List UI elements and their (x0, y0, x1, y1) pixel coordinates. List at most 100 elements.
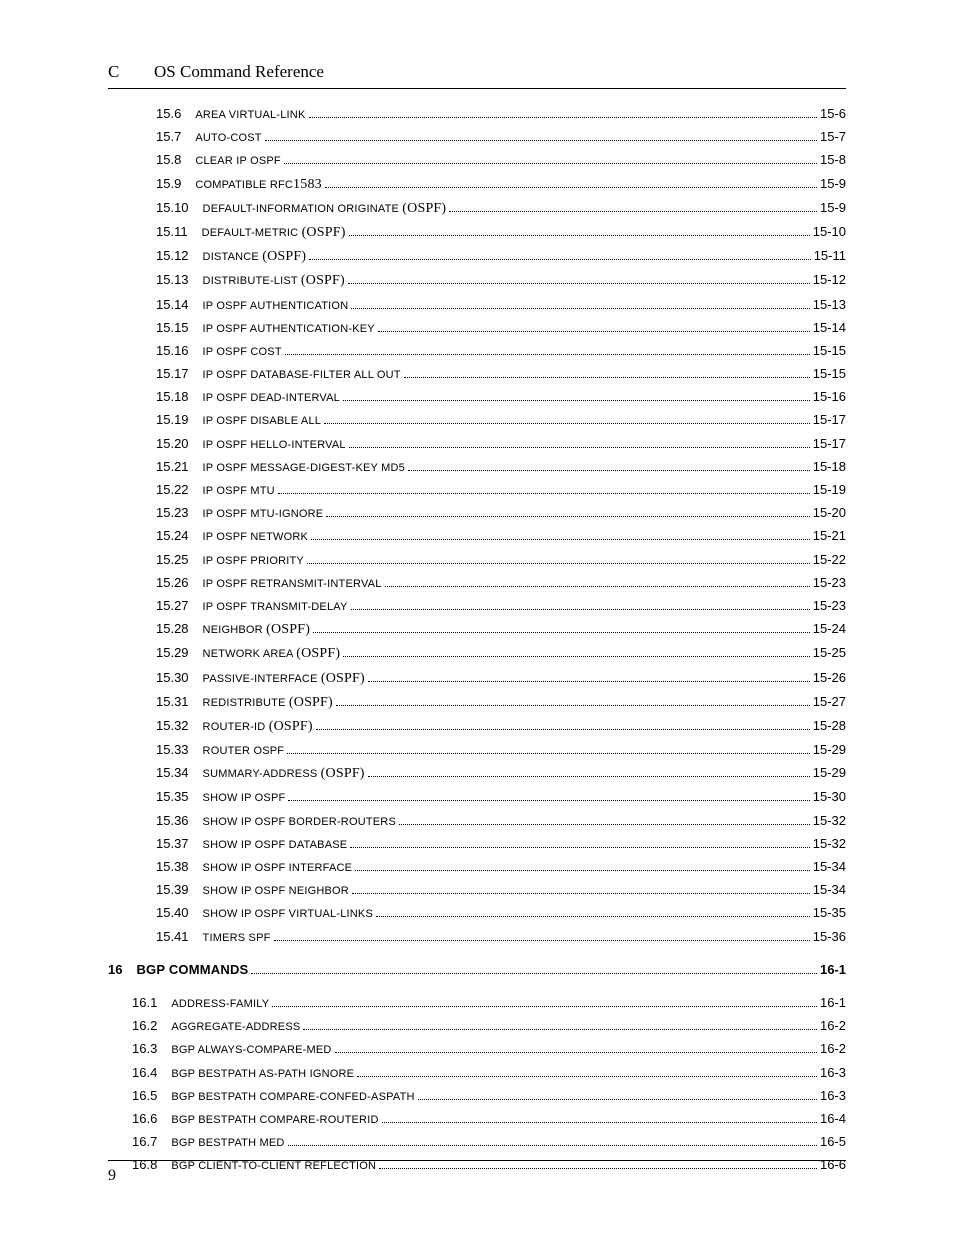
toc-title: AGGREGATE-ADDRESS (171, 1022, 300, 1033)
toc-number: 15.33 (156, 743, 203, 756)
toc-page: 15-35 (813, 906, 846, 919)
toc-leader-dots (324, 416, 810, 425)
toc-leader-dots (351, 300, 809, 309)
toc-leader-dots (316, 721, 810, 730)
toc-number: 15.39 (156, 883, 203, 896)
toc-row: 15.24IP OSPF NETWORK 15-21 (108, 529, 846, 543)
toc-title: DEFAULT-INFORMATION ORIGINATE (OSPF) (203, 202, 447, 216)
toc-number: 15.12 (156, 249, 203, 262)
toc-number: 16 (108, 963, 136, 976)
toc-title: IP OSPF DEAD-INTERVAL (203, 393, 340, 404)
toc-leader-dots (288, 793, 809, 802)
toc-number: 15.20 (156, 437, 203, 450)
toc-title: IP OSPF TRANSMIT-DELAY (203, 602, 348, 613)
toc-row: 15.16IP OSPF COST15-15 (108, 344, 846, 358)
toc-leader-dots (349, 439, 810, 448)
toc-title: BGP BESTPATH AS-PATH IGNORE (171, 1069, 354, 1080)
toc-number: 15.16 (156, 344, 203, 357)
toc-title: BGP BESTPATH COMPARE-CONFED-ASPATH (171, 1092, 414, 1103)
toc-title: BGP COMMANDS (136, 963, 248, 976)
toc-number: 15.17 (156, 367, 203, 380)
toc-page: 15-19 (813, 483, 846, 496)
toc-leader-dots (350, 839, 809, 848)
toc-number: 15.22 (156, 483, 203, 496)
toc-title: SHOW IP OSPF INTERFACE (203, 863, 353, 874)
toc-title: SHOW IP OSPF NEIGHBOR (203, 886, 349, 897)
toc-number: 15.25 (156, 553, 203, 566)
toc-number: 15.24 (156, 529, 203, 542)
toc-row: 15.13DISTRIBUTE-LIST (OSPF)15-12 (108, 273, 846, 288)
toc-number: 15.29 (156, 646, 203, 659)
toc-row: 15.39SHOW IP OSPF NEIGHBOR15-34 (108, 883, 846, 897)
toc-leader-dots (272, 998, 817, 1007)
toc-number: 15.14 (156, 298, 203, 311)
toc-title: COMPATIBLE RFC1583 (195, 178, 322, 192)
toc-page: 15-17 (813, 437, 846, 450)
toc-row: 15.14IP OSPF AUTHENTICATION15-13 (108, 298, 846, 312)
toc-page: 15-15 (813, 367, 846, 380)
toc-number: 15.38 (156, 860, 203, 873)
toc-leader-dots (357, 1068, 817, 1077)
toc-leader-dots (351, 601, 810, 610)
toc-row: 15.28NEIGHBOR (OSPF)15-24 (108, 622, 846, 637)
toc-title: IP OSPF NETWORK (203, 532, 308, 543)
toc-leader-dots (404, 369, 810, 378)
toc-row: 15.15IP OSPF AUTHENTICATION-KEY15-14 (108, 321, 846, 335)
toc-row: 15.21IP OSPF MESSAGE-DIGEST-KEY MD515-18 (108, 460, 846, 474)
toc-page: 15-21 (813, 529, 846, 542)
toc-page: 15-9 (820, 177, 846, 190)
toc-number: 15.13 (156, 273, 203, 286)
toc-title: IP OSPF HELLO-INTERVAL (203, 440, 346, 451)
toc-row: 15.6AREA VIRTUAL-LINK15-6 (108, 107, 846, 121)
toc-leader-dots (251, 965, 817, 974)
toc-row: 15.29NETWORK AREA (OSPF)15-25 (108, 646, 846, 661)
toc-number: 15.34 (156, 766, 203, 779)
toc-title: SHOW IP OSPF (203, 793, 286, 804)
table-of-contents: 15.6AREA VIRTUAL-LINK15-6 15.7AUTO-COST 15… (108, 107, 846, 1172)
toc-gap (108, 986, 846, 996)
header-title: OS Command Reference (154, 62, 324, 82)
toc-row: 15.10DEFAULT-INFORMATION ORIGINATE (OSPF… (108, 201, 846, 216)
toc-page: 16-3 (820, 1089, 846, 1102)
toc-row: 15.35SHOW IP OSPF15-30 (108, 790, 846, 804)
toc-title: SHOW IP OSPF VIRTUAL-LINKS (203, 909, 373, 920)
toc-title: BGP ALWAYS-COMPARE-MED (171, 1045, 331, 1056)
toc-title: SHOW IP OSPF BORDER-ROUTERS (203, 817, 396, 828)
toc-page: 15-25 (813, 646, 846, 659)
toc-title: ADDRESS-FAMILY (171, 999, 269, 1010)
toc-row: 15.19IP OSPF DISABLE ALL15-17 (108, 413, 846, 427)
toc-number: 15.7 (156, 130, 195, 143)
toc-page: 15-18 (813, 460, 846, 473)
toc-leader-dots (385, 578, 810, 587)
toc-number: 15.32 (156, 719, 203, 732)
toc-leader-dots (368, 673, 810, 682)
toc-page: 15-29 (813, 766, 846, 779)
toc-page: 16-3 (820, 1066, 846, 1079)
toc-number: 16.3 (132, 1042, 171, 1055)
toc-number: 15.9 (156, 177, 195, 190)
toc-row: 16.1ADDRESS-FAMILY16-1 (108, 996, 846, 1010)
toc-row: 16.6BGP BESTPATH COMPARE-ROUTERID16-4 (108, 1112, 846, 1126)
toc-page: 15-17 (813, 413, 846, 426)
toc-leader-dots (378, 323, 810, 332)
toc-page: 15-24 (813, 622, 846, 635)
toc-page: 16-1 (820, 996, 846, 1009)
toc-row: 16BGP COMMANDS16-1 (108, 963, 846, 977)
toc-row: 15.23IP OSPF MTU-IGNORE15-20 (108, 506, 846, 520)
toc-row: 15.38SHOW IP OSPF INTERFACE15-34 (108, 860, 846, 874)
toc-leader-dots (348, 276, 810, 285)
toc-title: IP OSPF DISABLE ALL (203, 416, 322, 427)
toc-title: IP OSPF RETRANSMIT-INTERVAL (203, 579, 382, 590)
toc-leader-dots (265, 132, 817, 141)
toc-title: AUTO-COST (195, 133, 261, 144)
toc-title: IP OSPF MTU-IGNORE (203, 509, 324, 520)
toc-title: DEFAULT-METRIC (OSPF) (202, 226, 346, 240)
toc-leader-dots (343, 649, 810, 658)
toc-row: 15.22IP OSPF MTU 15-19 (108, 483, 846, 497)
toc-title: IP OSPF MTU (203, 486, 275, 497)
toc-row: 15.34SUMMARY-ADDRESS (OSPF)15-29 (108, 766, 846, 781)
toc-title: AREA VIRTUAL-LINK (195, 110, 305, 121)
toc-row: 15.17IP OSPF DATABASE-FILTER ALL OUT15-1… (108, 367, 846, 381)
page-footer: 9 (108, 1160, 846, 1185)
toc-page: 15-22 (813, 553, 846, 566)
